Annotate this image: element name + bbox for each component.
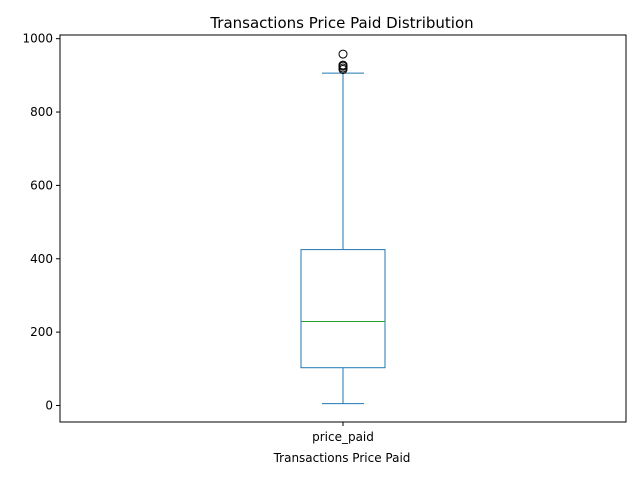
y-tick-label: 200 xyxy=(30,325,53,339)
y-axis: 0 200 400 600 800 1000 xyxy=(22,32,60,412)
y-tick-label: 0 xyxy=(45,398,53,412)
y-tick-label: 400 xyxy=(30,252,53,266)
x-axis-label: Transactions Price Paid xyxy=(273,451,411,465)
outlier-point xyxy=(338,60,348,70)
outlier-point xyxy=(338,49,348,59)
y-tick-label: 1000 xyxy=(22,32,53,46)
chart-title: Transactions Price Paid Distribution xyxy=(209,14,473,32)
iqr-box xyxy=(300,249,386,369)
x-axis: price_paid xyxy=(312,422,374,444)
y-tick-label: 800 xyxy=(30,105,53,119)
y-tick-label: 600 xyxy=(30,178,53,192)
x-tick-label: price_paid xyxy=(312,430,374,444)
box-series xyxy=(300,49,386,405)
